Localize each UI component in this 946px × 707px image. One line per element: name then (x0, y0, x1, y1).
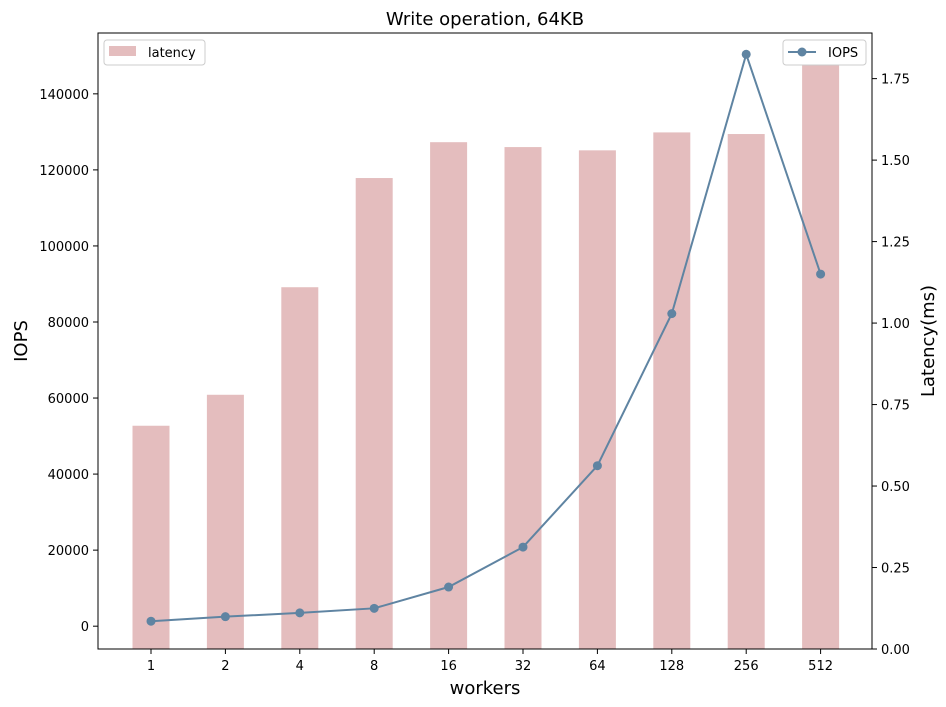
latency-bar-8 (355, 178, 393, 649)
right-tick-label: 0.25 (881, 562, 910, 577)
right-tick-label: 1.00 (881, 317, 910, 332)
latency-bar-512 (802, 62, 840, 650)
legend-latency-label: latency (148, 46, 196, 61)
iops-point-1 (146, 616, 156, 626)
x-tick-label-64: 64 (589, 659, 606, 674)
right-tick-label: 0.00 (881, 643, 910, 658)
left-tick-label: 140000 (39, 88, 89, 103)
x-tick-label-1: 1 (147, 659, 155, 674)
iops-point-2 (220, 612, 230, 622)
right-tick-label: 1.75 (881, 73, 910, 88)
right-axis: 0.00 0.25 0.50 0.75 1.00 1.25 1.50 1.75 (872, 73, 910, 658)
left-tick-label: 120000 (39, 164, 89, 179)
x-axis: 1 2 4 8 16 32 64 128 256 512 (147, 649, 833, 674)
left-tick-label: 80000 (48, 316, 89, 331)
left-tick-label: 40000 (48, 468, 89, 483)
x-tick-label-4: 4 (296, 659, 304, 674)
left-tick-label: 20000 (48, 544, 89, 559)
latency-bar-16 (430, 142, 468, 649)
x-tick-label-2: 2 (221, 659, 229, 674)
right-axis-label: Latency(ms) (918, 285, 939, 397)
latency-bar-128 (653, 132, 691, 649)
left-tick-label: 100000 (39, 240, 89, 255)
right-tick-label: 0.75 (881, 399, 910, 414)
x-axis-label: workers (450, 678, 521, 699)
iops-point-16 (444, 582, 454, 592)
left-axis: 0 20000 40000 60000 80000 100000 120000 140000 (39, 88, 98, 635)
x-tick-label-16: 16 (440, 659, 457, 674)
latency-bar-32 (504, 147, 542, 649)
iops-point-32 (518, 542, 528, 552)
x-tick-label-256: 256 (734, 659, 759, 674)
legend-iops-box (782, 39, 867, 66)
latency-bar-2 (206, 394, 244, 649)
latency-bar-256 (727, 134, 765, 649)
iops-point-512 (816, 269, 826, 279)
latency-bar-64 (578, 150, 616, 650)
iops-line-layer (146, 49, 826, 626)
latency-bar-4 (281, 287, 319, 649)
left-tick-label: 0 (81, 620, 89, 635)
right-tick-label: 0.50 (881, 480, 910, 495)
iops-series-line (150, 50, 822, 623)
x-tick-label-32: 32 (515, 659, 532, 674)
latency-bars (132, 62, 840, 650)
chart-title: Write operation, 64KB (386, 9, 584, 30)
x-tick-label-512: 512 (808, 659, 833, 674)
right-tick-label: 1.25 (881, 236, 910, 251)
legend-iops: IOPS (782, 39, 867, 66)
iops-point-8 (369, 603, 379, 613)
iops-point-64 (592, 461, 602, 471)
iops-point-4 (295, 608, 305, 618)
latency-bar-1 (132, 425, 170, 649)
iops-point-128 (667, 309, 677, 319)
legend-iops-marker (797, 47, 807, 57)
x-tick-label-128: 128 (659, 659, 684, 674)
left-axis-label: IOPS (11, 320, 32, 362)
left-tick-label: 60000 (48, 392, 89, 407)
plot-frame (97, 32, 873, 650)
legend-iops-label: IOPS (828, 46, 858, 61)
right-tick-label: 1.50 (881, 154, 910, 169)
legend-latency-swatch (109, 46, 136, 56)
iops-point-256 (741, 49, 751, 59)
legend-latency: latency (103, 39, 206, 66)
x-tick-label-8: 8 (370, 659, 378, 674)
